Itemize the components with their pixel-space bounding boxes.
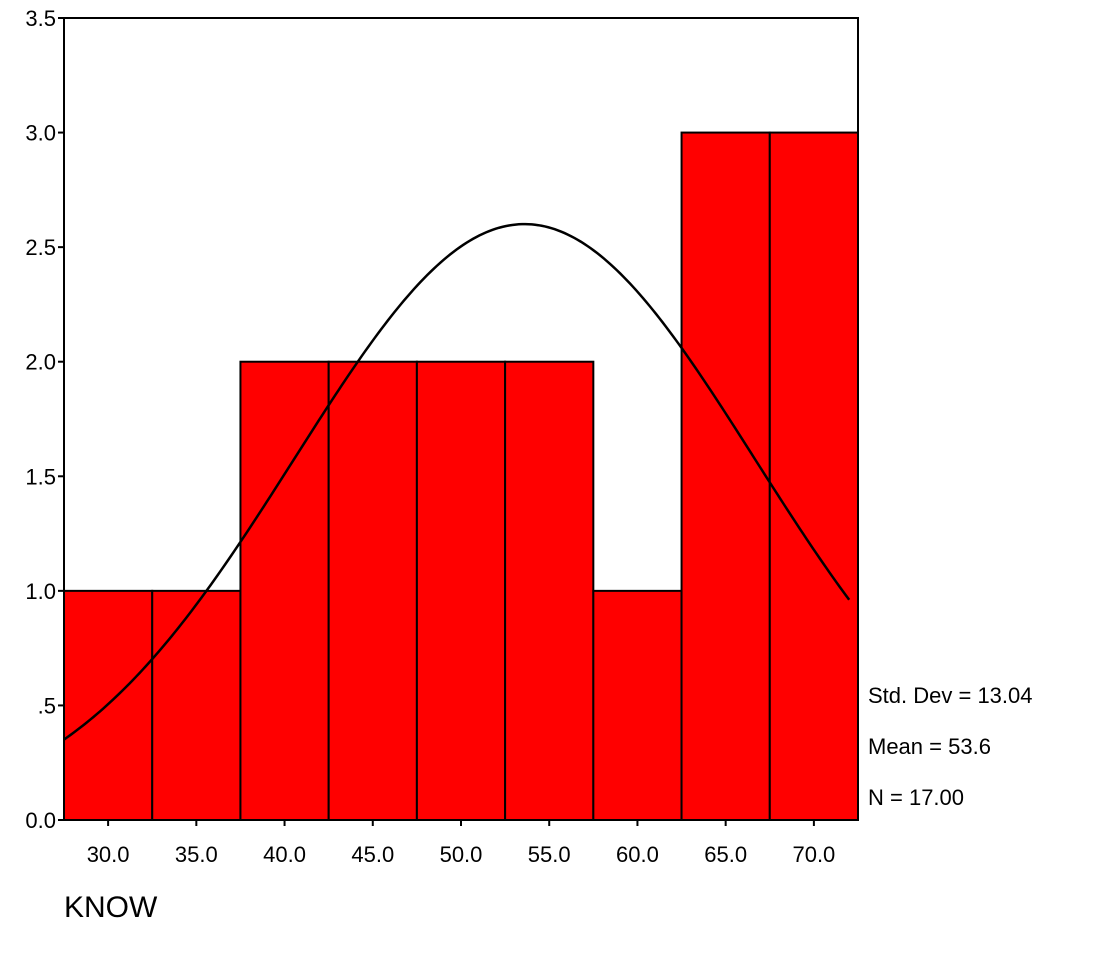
y-tick-label-4: 2.0 <box>25 350 56 375</box>
x-tick-label-6: 60.0 <box>616 842 659 867</box>
histogram-bar-4 <box>327 360 418 821</box>
y-tick-label-5: 2.5 <box>25 235 56 260</box>
x-tick-label-2: 40.0 <box>263 842 306 867</box>
y-tick-label-2: 1.0 <box>25 579 56 604</box>
x-axis: 30.0 35.0 40.0 45.0 50.0 55.0 60.0 65.0 70.0 <box>87 820 835 867</box>
stat-std-dev: Std. Dev = 13.04 <box>868 683 1033 708</box>
histogram-bar-8 <box>680 131 771 822</box>
x-tick-label-0: 30.0 <box>87 842 130 867</box>
histogram-bar-3 <box>239 360 330 821</box>
histogram-bar-6 <box>504 360 595 821</box>
x-tick-label-4: 50.0 <box>440 842 483 867</box>
x-tick-label-8: 70.0 <box>792 842 835 867</box>
y-tick-label-7: 3.5 <box>25 6 56 31</box>
stats-box: Std. Dev = 13.04 Mean = 53.6 N = 17.00 <box>868 683 1033 810</box>
y-tick-label-3: 1.5 <box>25 464 56 489</box>
histogram-bar-9 <box>768 131 859 822</box>
histogram-bar-2 <box>151 589 242 821</box>
x-tick-label-3: 45.0 <box>351 842 394 867</box>
stat-n: N = 17.00 <box>868 785 964 810</box>
x-tick-label-7: 65.0 <box>704 842 747 867</box>
bars-group <box>63 131 859 822</box>
normal-curve-line <box>63 222 851 741</box>
stat-mean: Mean = 53.6 <box>868 734 991 759</box>
x-tick-label-5: 55.0 <box>528 842 571 867</box>
y-axis: 0.0 .5 1.0 1.5 2.0 2.5 3.0 3.5 <box>25 6 64 833</box>
histogram-bar-7 <box>592 589 683 821</box>
y-tick-label-6: 3.0 <box>25 121 56 146</box>
normal-curve-group <box>63 222 851 741</box>
histogram-bar-5 <box>415 360 507 821</box>
y-tick-label-0: 0.0 <box>25 808 56 833</box>
x-axis-label: KNOW <box>64 891 158 924</box>
x-tick-label-1: 35.0 <box>175 842 218 867</box>
y-tick-label-1: .5 <box>38 693 56 718</box>
